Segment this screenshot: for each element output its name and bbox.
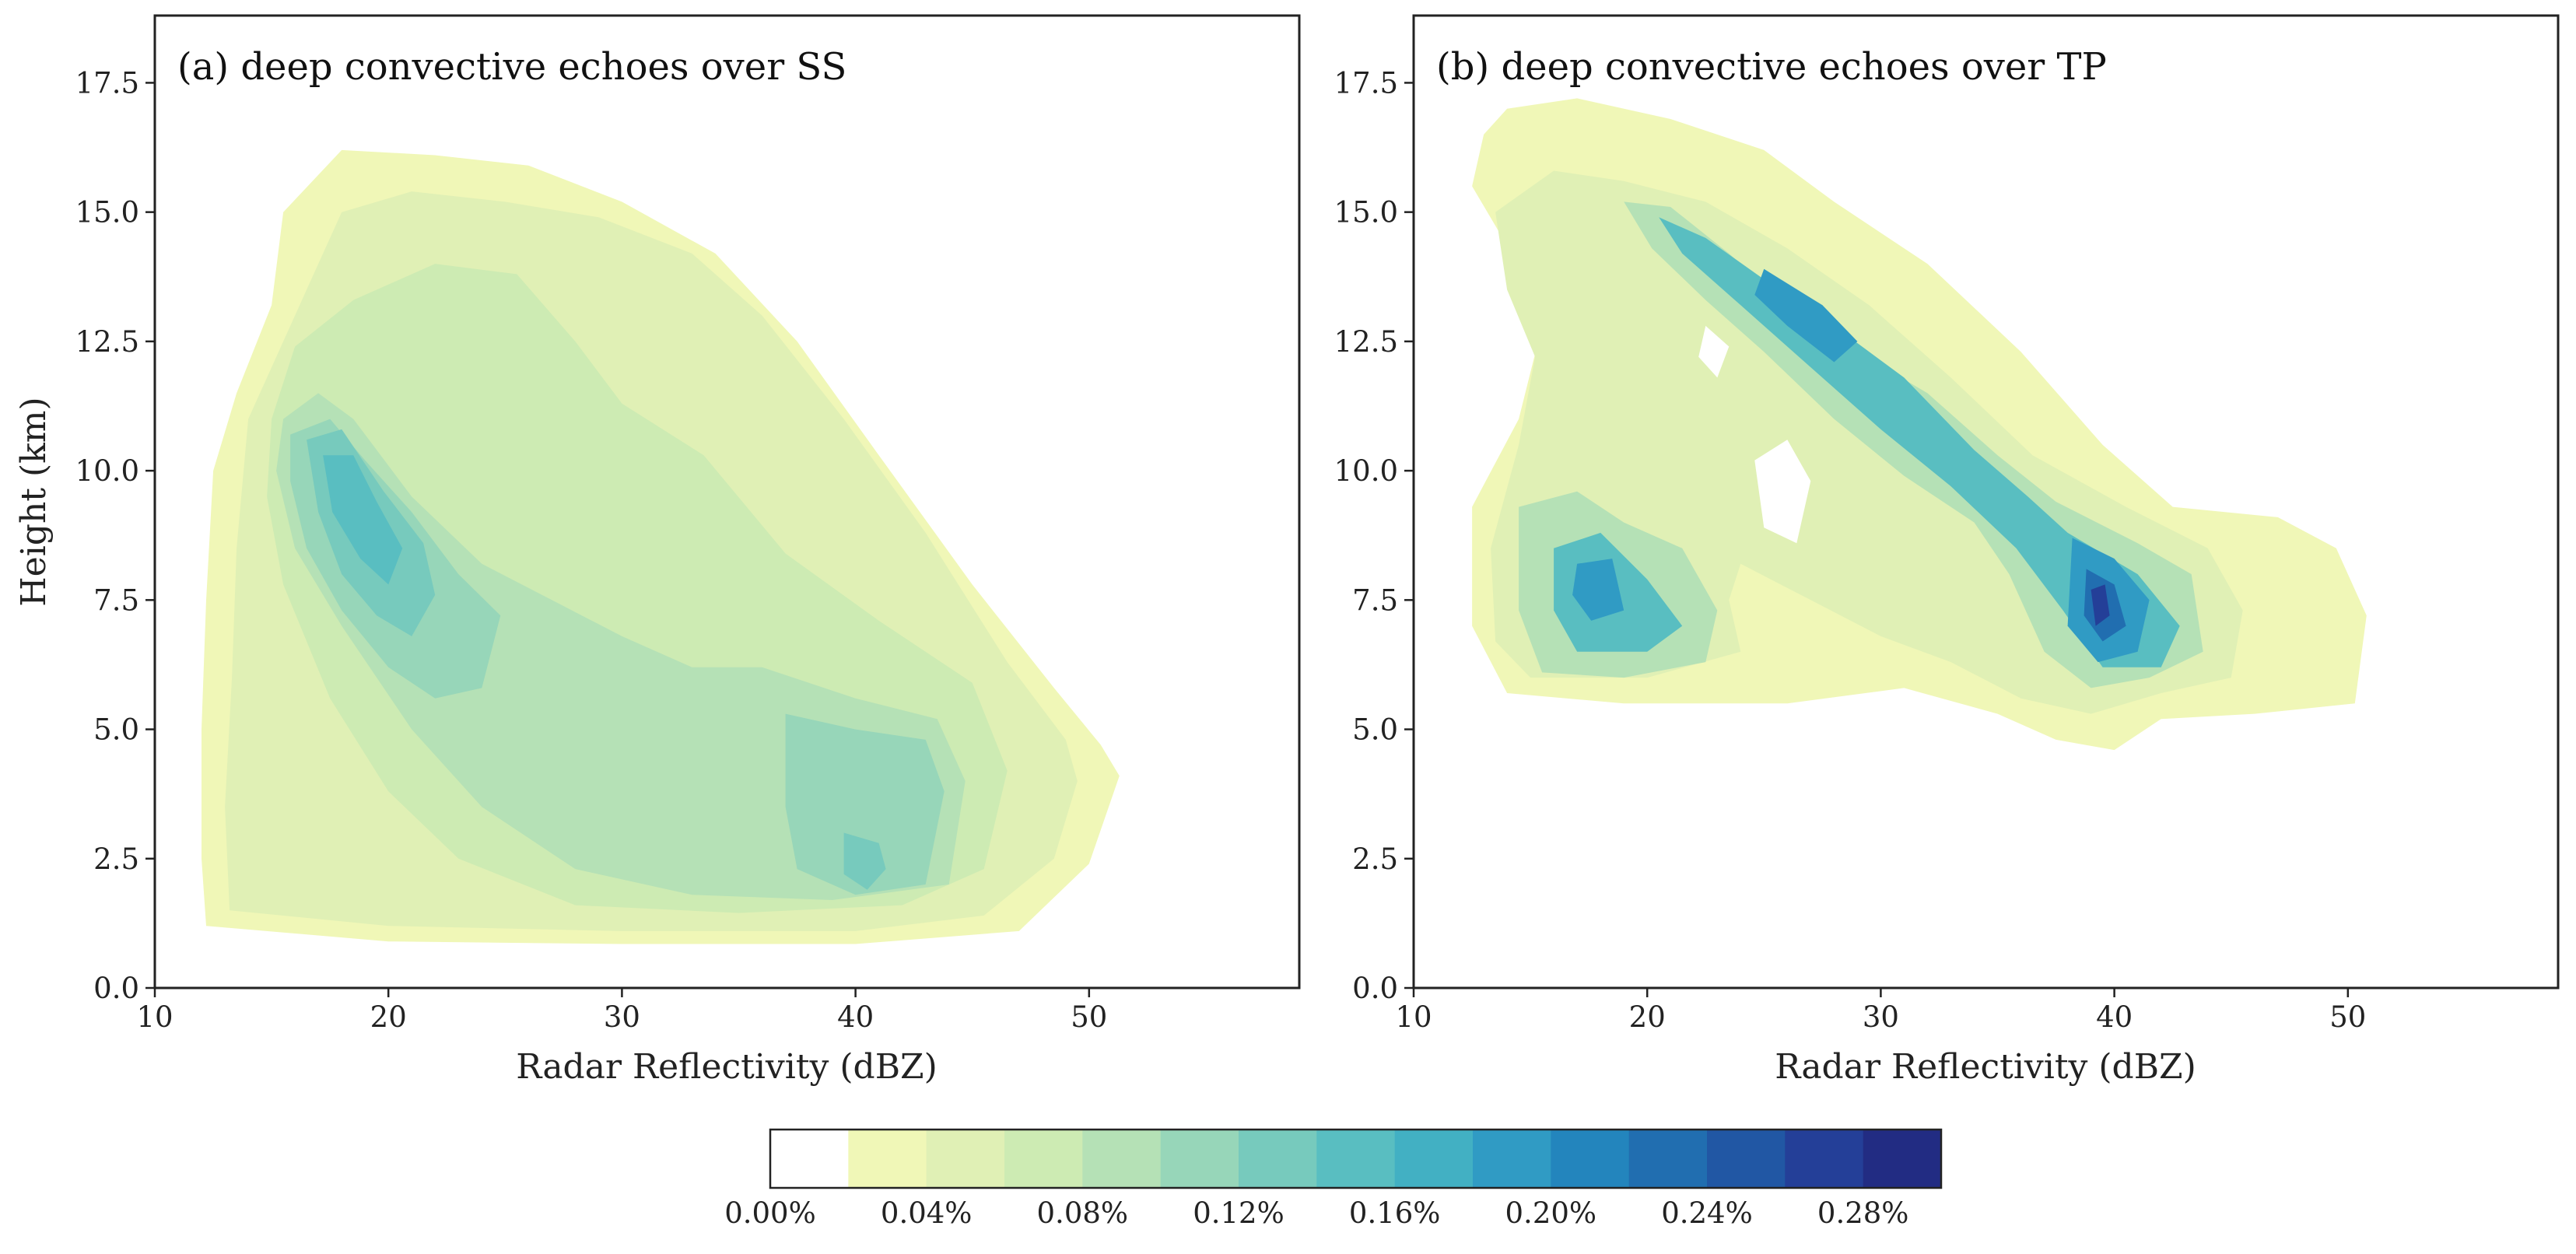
contour-region-b-10 [2091, 584, 2110, 626]
x-axis-label-b: Radar Reflectivity (dBZ) [1775, 1047, 2196, 1087]
colorbar-tick-label-4: 0.16% [1349, 1196, 1441, 1230]
plot-frame-b [1412, 14, 2560, 990]
colorbar-tick-label-1: 0.04% [881, 1196, 973, 1230]
panel-title-b: (b) deep convective echoes over TP [1436, 45, 2107, 89]
colorbar-swatch-0 [770, 1130, 849, 1188]
x-tick-label-b-4: 50 [2329, 1000, 2366, 1034]
colorbar-swatch-3 [1004, 1130, 1083, 1188]
x-tick-label-b-2: 30 [1863, 1000, 1899, 1034]
colorbar-swatch-8 [1394, 1130, 1474, 1188]
x-axis-a: 10 20 30 40 50 [136, 988, 1107, 1034]
colorbar-swatch-9 [1473, 1130, 1551, 1188]
y-tick-label-b-5: 12.5 [1334, 325, 1398, 359]
y-tick-label-a-3: 7.5 [93, 583, 139, 617]
y-tick-label-b-7: 17.5 [1334, 66, 1398, 100]
contour-region-a-7 [323, 455, 403, 585]
y-tick-label-a-0: 0.0 [93, 972, 139, 1005]
x-tick-label-b-3: 40 [2096, 1000, 2133, 1034]
contour-region-a-8 [843, 832, 886, 890]
y-tick-label-a-1: 2.5 [93, 842, 139, 876]
y-tick-label-a-6: 15.0 [75, 196, 139, 229]
contour-field-b [1472, 98, 2367, 751]
colorbar-swatch-10 [1551, 1130, 1630, 1188]
panel-title-a: (a) deep convective echoes over SS [177, 45, 846, 89]
y-tick-label-a-4: 10.0 [75, 454, 139, 488]
x-axis-b: 10 20 30 40 50 [1395, 988, 2366, 1034]
y-axis-a: 0.0 2.5 5.0 7.5 10.0 12.5 15.0 17.5 [75, 66, 155, 1005]
y-tick-label-a-2: 5.0 [93, 713, 139, 747]
y-tick-label-b-4: 10.0 [1334, 454, 1398, 488]
x-axis-label-a: Radar Reflectivity (dBZ) [516, 1047, 938, 1087]
x-tick-label-a-2: 30 [604, 1000, 640, 1034]
colorbar-swatch-1 [848, 1130, 927, 1188]
y-tick-label-b-2: 5.0 [1352, 713, 1398, 747]
colorbar-tick-label-7: 0.28% [1817, 1196, 1909, 1230]
x-tick-label-a-0: 10 [136, 1000, 173, 1034]
panel-a: 10 20 30 40 50 0.02.55.07.510.012.515.017.5 … [14, 14, 1301, 1087]
y-tick-label-b-1: 2.5 [1352, 842, 1398, 876]
colorbar-tick-label-2: 0.08% [1037, 1196, 1129, 1230]
colorbar-tick-label-6: 0.24% [1661, 1196, 1753, 1230]
colorbar-swatch-5 [1160, 1130, 1239, 1188]
y-tick-label-a-7: 17.5 [75, 66, 139, 100]
panel-b: 10 20 30 40 50 0.02.55.07.510.012.515.017.5 … [1334, 14, 2560, 1087]
x-tick-label-a-3: 40 [837, 1000, 874, 1034]
colorbar-frame [769, 1128, 1943, 1189]
contour-region-b-4 [1659, 217, 2180, 667]
contour-region-b-8 [1572, 559, 1624, 621]
colorbar-tick-labels: 0.00% 0.04% 0.08% 0.12% 0.16% 0.20% 0.24% 0.28% [724, 1196, 1908, 1230]
x-tick-label-b-1: 20 [1629, 1000, 1666, 1034]
y-tick-label-b-0: 0.0 [1352, 972, 1398, 1005]
y-axis-b: 0.0 2.5 5.0 7.5 10.0 12.5 15.0 17.5 [1334, 66, 1414, 1005]
colorbar: 0.00% 0.04% 0.08% 0.12% 0.16% 0.20% 0.24% 0.28% [724, 1128, 1943, 1230]
colorbar-swatch-2 [926, 1130, 1005, 1188]
y-tick-label-b-3: 7.5 [1352, 583, 1398, 617]
colorbar-swatches [770, 1130, 1942, 1188]
contour-region-b-12 [1698, 325, 1730, 378]
colorbar-tick-label-5: 0.20% [1505, 1196, 1597, 1230]
colorbar-tick-label-3: 0.12% [1193, 1196, 1284, 1230]
colorbar-tick-label-0: 0.00% [724, 1196, 816, 1230]
colorbar-swatch-7 [1316, 1130, 1396, 1188]
colorbar-swatch-6 [1239, 1130, 1317, 1188]
x-tick-label-a-1: 20 [370, 1000, 407, 1034]
colorbar-swatch-4 [1082, 1130, 1162, 1188]
colorbar-swatch-13 [1785, 1130, 1864, 1188]
colorbar-swatch-12 [1707, 1130, 1786, 1188]
contour-region-b-11 [1754, 440, 1811, 544]
plot-frame-a [153, 14, 1301, 990]
x-tick-label-b-0: 10 [1395, 1000, 1432, 1034]
contour-region-b-7 [1754, 268, 1858, 363]
contour-field-a [202, 149, 1120, 944]
x-tick-label-a-4: 50 [1071, 1000, 1107, 1034]
y-tick-label-a-5: 12.5 [75, 325, 139, 359]
contour-region-a-5 [785, 713, 945, 895]
colorbar-swatch-11 [1628, 1130, 1708, 1188]
y-axis-label-a: Height (km) [14, 397, 54, 606]
y-tick-label-b-6: 15.0 [1334, 196, 1398, 229]
colorbar-swatch-14 [1863, 1130, 1942, 1188]
